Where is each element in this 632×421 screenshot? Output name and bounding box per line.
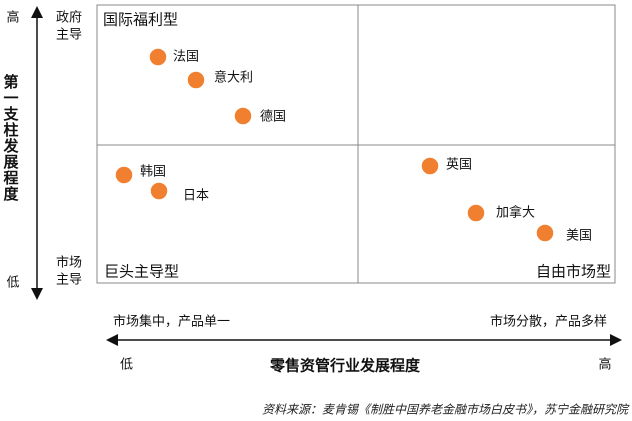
h-title: 零售资管行业发展程度: [269, 357, 421, 375]
point: [535, 223, 555, 243]
quadrant-label: 巨头主导型: [104, 263, 179, 281]
source: 资料来源：麦肯锡《制胜中国养老金融市场白皮书》，苏宁金融研究院: [262, 403, 630, 417]
h-right-label: 市场分散，产品多样: [490, 314, 607, 330]
h-low: 低: [120, 358, 133, 373]
h-high: 高: [598, 357, 611, 373]
h-left-label: 市场集中，产品单一: [113, 314, 230, 330]
point-label: 韩国: [140, 165, 166, 180]
v-top-label: 主导: [56, 28, 82, 43]
point: [148, 47, 168, 67]
point-label: 美国: [566, 229, 592, 244]
point-label: 加拿大: [496, 205, 535, 221]
quadrant-label: 自由市场型: [536, 263, 611, 281]
point-label: 德国: [260, 110, 286, 125]
point: [233, 106, 253, 126]
v-title: 第一支柱发展程度: [2, 73, 20, 202]
point-label: 意大利: [214, 70, 253, 86]
quadrant-label: 国际福利型: [103, 11, 178, 29]
point: [114, 165, 134, 185]
point-label: 英国: [446, 158, 472, 173]
point: [186, 70, 206, 90]
point-label: 日本: [183, 189, 209, 204]
v-bottom-label: 主导: [56, 273, 82, 288]
point: [420, 156, 440, 176]
quadrant-frame: [96, 4, 616, 284]
point-label: 法国: [173, 50, 199, 65]
point: [466, 203, 486, 223]
v-top-label: 政府: [56, 11, 82, 26]
point: [149, 181, 169, 201]
v-high: 高: [6, 10, 19, 26]
v-low: 低: [6, 276, 19, 291]
v-bottom-label: 市场: [56, 255, 82, 271]
